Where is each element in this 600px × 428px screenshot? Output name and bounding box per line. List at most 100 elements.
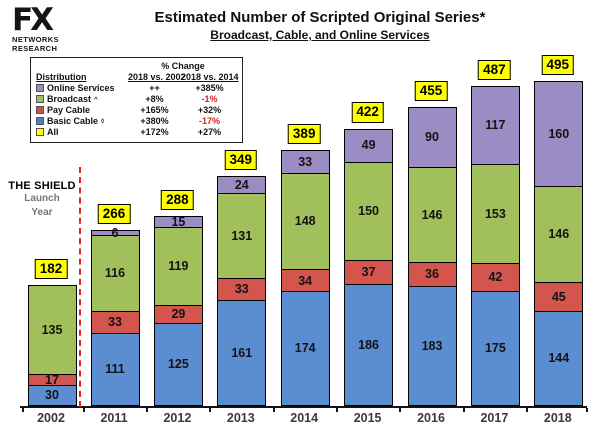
segment-basic-cable-2015: 186	[345, 283, 393, 405]
bar-2015: 49 150 37 186	[344, 128, 394, 406]
x-tick-label-2017: 2017	[480, 411, 509, 425]
x-axis-line	[20, 406, 587, 408]
legend-col-2018-vs-2002: 2018 vs. 2002	[128, 72, 186, 82]
segment-value: 135	[41, 323, 63, 338]
basic-cable-swatch-icon	[36, 117, 44, 125]
segment-value: 160	[548, 126, 570, 141]
segment-pay-cable-2013: 33	[218, 278, 266, 300]
bar-2014: 33 148 34 174	[280, 150, 330, 406]
bar-2017: 117 153 42 175	[470, 86, 520, 406]
segment-value: 6	[111, 226, 119, 241]
segment-value: 30	[45, 388, 59, 403]
segment-basic-cable-2016: 183	[408, 285, 456, 405]
legend-value-vs-2002: +8%	[145, 94, 164, 104]
bar-2016: 90 146 36 183	[407, 107, 457, 406]
shield-annotation-title: THE SHIELD	[8, 180, 76, 192]
segment-value: 144	[548, 351, 570, 366]
x-axis-tick-0	[22, 408, 24, 412]
x-tick-label-2015: 2015	[353, 411, 382, 425]
segment-value: 36	[425, 267, 439, 282]
segment-broadcast-2015: 150	[345, 161, 393, 260]
segment-value: 49	[361, 138, 376, 153]
segment-pay-cable-2017: 42	[471, 263, 519, 291]
x-axis-tick-4	[272, 408, 275, 412]
total-label-2014: 389	[287, 124, 321, 145]
segment-value: 34	[298, 273, 313, 288]
x-tick-label-2018: 2018	[543, 411, 572, 425]
segment-value: 42	[488, 270, 503, 285]
total-label-2017: 487	[478, 60, 511, 81]
x-axis-tick-1	[82, 408, 85, 412]
total-label-2015: 422	[351, 102, 384, 123]
segment-basic-cable-2018: 144	[535, 311, 583, 405]
legend-value-vs-2014: +385%	[195, 83, 224, 93]
segment-value: 174	[294, 341, 316, 356]
segment-value: 186	[358, 337, 380, 352]
broadcast-swatch-icon	[36, 95, 44, 103]
x-axis-tick-3	[209, 408, 212, 412]
segment-broadcast-2014: 148	[281, 172, 329, 270]
segment-basic-cable-2012: 125	[154, 323, 202, 405]
legend-value-vs-2014: +27%	[197, 127, 222, 137]
segment-value: 175	[484, 341, 506, 356]
segment-pay-cable-2002: 17	[28, 373, 76, 388]
bar-2002: 135 17 30	[27, 285, 77, 406]
segment-basic-cable-2013: 161	[218, 299, 266, 405]
total-label-2011: 266	[97, 204, 131, 225]
logo-networks-text: NETWORKS	[12, 35, 59, 45]
legend-box: % Change Distribution 2018 vs. 2002 2018…	[30, 57, 243, 143]
segment-value: 146	[548, 227, 570, 242]
x-axis-tick-7	[462, 408, 465, 412]
legend-item-pay-cable: Pay Cable	[36, 105, 128, 115]
segment-value: 146	[421, 207, 443, 222]
segment-value: 37	[361, 264, 376, 279]
segment-pay-cable-2011: 33	[91, 311, 139, 333]
logo-research-text: RESEARCH	[12, 44, 58, 54]
segment-pay-cable-2015: 37	[345, 259, 393, 284]
legend-footnote-marker: ^	[94, 95, 98, 103]
legend-item-basic-cable: Basic Cable ◊	[36, 116, 128, 126]
segment-basic-cable-2014: 174	[281, 291, 329, 405]
legend-item-label: Broadcast	[47, 94, 92, 104]
total-label-2012: 288	[161, 189, 194, 211]
legend-value-vs-2002: +380%	[140, 116, 169, 126]
segment-value: 111	[105, 362, 125, 377]
segment-online-services-2015: 49	[345, 129, 393, 162]
bar-2012: 15 119 29 125	[153, 216, 203, 406]
legend-item-label: Pay Cable	[47, 105, 91, 115]
segment-value: 161	[231, 345, 253, 360]
shield-annotation-launch: Launch	[24, 193, 60, 204]
legend-footnote-marker: ◊	[101, 117, 105, 125]
x-tick-label-2011: 2011	[100, 411, 128, 425]
chart-subtitle: Broadcast, Cable, and Online Services	[210, 28, 430, 42]
bar-2013: 24 131 33 161	[217, 176, 267, 406]
segment-value: 17	[45, 373, 59, 388]
legend-item-all: All	[36, 127, 128, 137]
online-services-swatch-icon	[36, 84, 44, 92]
legend-col-2018-vs-2014: 2018 vs. 2014	[181, 72, 239, 82]
legend-pct-change-header: % Change	[161, 61, 205, 71]
segment-broadcast-2016: 146	[408, 166, 456, 263]
total-label-2018: 495	[541, 54, 575, 76]
shield-annotation: THE SHIELD Launch Year	[4, 180, 80, 219]
legend-item-label: Basic Cable	[47, 116, 99, 126]
legend-item-broadcast: Broadcast ^	[36, 94, 128, 104]
legend-col-distribution: Distribution	[36, 72, 87, 82]
segment-value: 33	[108, 315, 122, 330]
segment-pay-cable-2014: 34	[281, 269, 329, 292]
segment-value: 117	[485, 118, 506, 133]
legend-value-vs-2002: +172%	[140, 127, 169, 137]
segment-value: 119	[168, 258, 189, 273]
x-tick-label-2013: 2013	[226, 411, 255, 425]
segment-basic-cable-2017: 175	[471, 290, 519, 405]
legend-item-label: All	[47, 127, 59, 137]
segment-broadcast-2012: 119	[154, 226, 202, 305]
segment-value: 125	[167, 357, 189, 372]
all-swatch-icon	[36, 128, 44, 136]
legend-value-vs-2014: +32%	[197, 105, 222, 115]
total-label-2002: 182	[34, 259, 68, 280]
segment-value: 33	[298, 154, 313, 169]
x-tick-label-2012: 2012	[163, 411, 192, 425]
shield-annotation-year: Year	[31, 206, 53, 218]
